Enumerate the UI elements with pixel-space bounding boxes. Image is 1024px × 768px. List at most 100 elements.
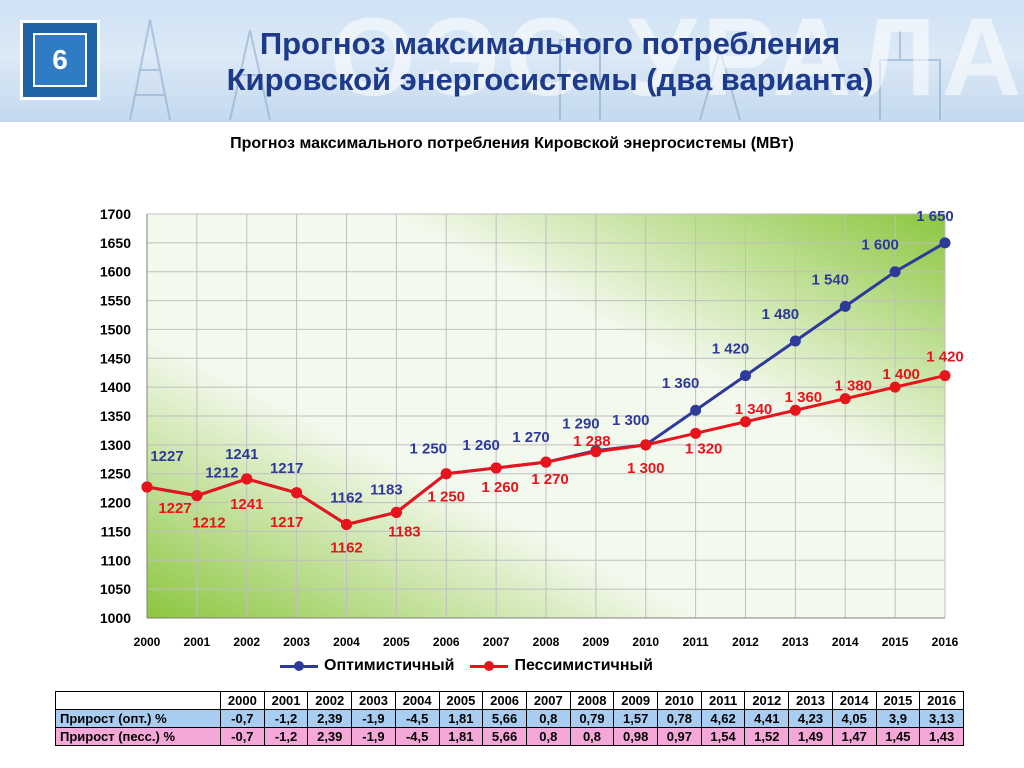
table-cell: 0,78 (657, 709, 702, 728)
table-header-row: 2000 2001 2002 2003 2004 2005 2006 2007 2008 2009… (55, 691, 964, 710)
table-cell: 0,98 (613, 727, 659, 746)
y-tick-label: 1050 (100, 581, 131, 597)
table-year-header: 2013 (788, 691, 833, 710)
table-cell: -1,2 (263, 727, 309, 746)
line-chart: 1000 1050 1100 1150 1200 1250 1300 1350 1400 1450… (100, 206, 964, 649)
x-tick-label: 2007 (483, 635, 510, 649)
table-cell: 1,45 (875, 727, 921, 746)
x-tick-label: 2013 (782, 635, 809, 649)
data-label-pessimistic: 1 320 (685, 440, 723, 457)
data-label-pessimistic: 1 260 (481, 479, 519, 496)
table-year-header: 2001 (263, 691, 309, 710)
data-label-optimistic: 1 250 (409, 441, 447, 458)
table-cell: 4,41 (744, 709, 790, 728)
data-point-pessimistic (889, 381, 901, 393)
table-cell: 1,57 (613, 709, 659, 728)
x-tick-label: 2009 (583, 635, 610, 649)
data-point-pessimistic (241, 473, 253, 485)
data-point-pessimistic (640, 439, 652, 451)
table-cell: 4,05 (831, 709, 877, 728)
data-point-pessimistic (440, 468, 452, 480)
data-label-pessimistic: 1 380 (834, 378, 872, 395)
data-point-pessimistic (390, 506, 402, 518)
table-year-header: 2016 (919, 691, 964, 710)
table-cell: 1,54 (700, 727, 746, 746)
y-tick-label: 1600 (100, 264, 131, 280)
data-label-optimistic: 1 360 (662, 375, 700, 392)
x-tick-label: 2012 (732, 635, 759, 649)
x-tick-label: 2010 (632, 635, 659, 649)
table-row: Прирост (песс.) % -0,7 -1,2 2,39 -1,9 -4,5 1,8… (55, 727, 964, 746)
data-label-optimistic: 1 300 (612, 412, 650, 429)
y-tick-label: 1650 (100, 235, 131, 251)
data-point-pessimistic (191, 490, 203, 502)
table-cell: 0,79 (569, 709, 615, 728)
data-label-optimistic: 1 480 (762, 306, 800, 323)
table-year-header: 2000 (220, 691, 265, 710)
y-tick-label: 1700 (100, 206, 131, 222)
data-point-pessimistic (690, 427, 702, 439)
data-label-pessimistic: 1 270 (531, 471, 569, 488)
table-cell: -0,7 (220, 709, 265, 728)
table-cell: 5,66 (482, 727, 527, 746)
x-tick-label: 2015 (882, 635, 909, 649)
data-label-optimistic: 1 540 (811, 271, 849, 288)
x-tick-label: 2002 (233, 635, 260, 649)
table-cell: 1,43 (919, 727, 964, 746)
y-tick-label: 1100 (101, 552, 132, 568)
table-cell: -1,9 (351, 709, 396, 728)
data-label-pessimistic: 1 250 (427, 489, 465, 506)
data-label-pessimistic: 1 360 (785, 389, 823, 406)
legend-optimistic-label: Оптимистичный (324, 657, 455, 674)
x-tick-label: 2005 (383, 635, 410, 649)
data-label-optimistic: 1 290 (562, 416, 600, 433)
data-label-pessimistic: 1 420 (926, 349, 964, 366)
chart-title: Прогноз максимального потребления Кировс… (230, 135, 794, 152)
data-label-optimistic: 1217 (270, 460, 303, 477)
table-cell: 2,39 (307, 709, 353, 728)
data-point-pessimistic (939, 370, 951, 382)
table-cell: 2,39 (307, 727, 353, 746)
data-point-pessimistic (740, 416, 751, 428)
header-banner: ОЭС УРАЛА 6 Прогноз максимального потреб… (0, 0, 1024, 122)
data-point-optimistic (690, 404, 702, 416)
data-label-pessimistic: 1 400 (882, 366, 920, 383)
data-point-pessimistic (540, 456, 552, 468)
y-tick-label: 1550 (100, 293, 131, 309)
x-tick-label: 2003 (283, 635, 310, 649)
table-year-header: 2012 (744, 691, 790, 710)
legend-optimistic-marker (280, 660, 318, 671)
y-tick-label: 1500 (100, 321, 131, 337)
x-tick-label: 2011 (683, 635, 709, 649)
company-watermark: ОЭС УРАЛА (330, 0, 1024, 119)
legend-pessimistic-label: Пессимистичный (514, 657, 653, 674)
table-cell: 1,52 (744, 727, 790, 746)
legend-pessimistic-marker (470, 660, 509, 671)
data-label-optimistic: 1241 (225, 446, 258, 463)
y-tick-label: 1300 (100, 437, 131, 453)
data-point-optimistic (939, 237, 951, 249)
data-point-optimistic (889, 266, 901, 278)
table-year-header: 2006 (482, 691, 527, 710)
table-cell: -1,2 (263, 709, 309, 728)
data-label-pessimistic: 1 288 (573, 433, 611, 450)
data-label-optimistic: 1212 (205, 465, 238, 482)
data-label-pessimistic: 1241 (230, 496, 263, 513)
table-year-header: 2002 (307, 691, 353, 710)
table-row-label: Прирост (опт.) % (55, 709, 221, 728)
table-year-header: 2009 (613, 691, 659, 710)
data-label-pessimistic: 1162 (330, 540, 363, 557)
legend-item-pessimistic: Пессимистичный (470, 657, 653, 675)
x-tick-label: 2001 (184, 635, 211, 649)
table-cell: 3,13 (919, 709, 964, 728)
slide-number: 6 (33, 33, 87, 87)
data-point-optimistic (740, 370, 751, 382)
growth-rates-table: 2000 2001 2002 2003 2004 2005 2006 2007 2008 2009… (55, 691, 964, 746)
data-label-pessimistic: 1 300 (627, 460, 665, 477)
table-cell: 1,81 (438, 709, 484, 728)
slide-title: Прогноз максимального потребления Кировс… (226, 26, 874, 97)
x-tick-label: 2004 (333, 635, 360, 649)
x-tick-label: 2016 (932, 635, 959, 649)
data-point-pessimistic (141, 481, 153, 493)
data-point-pessimistic (291, 487, 303, 499)
